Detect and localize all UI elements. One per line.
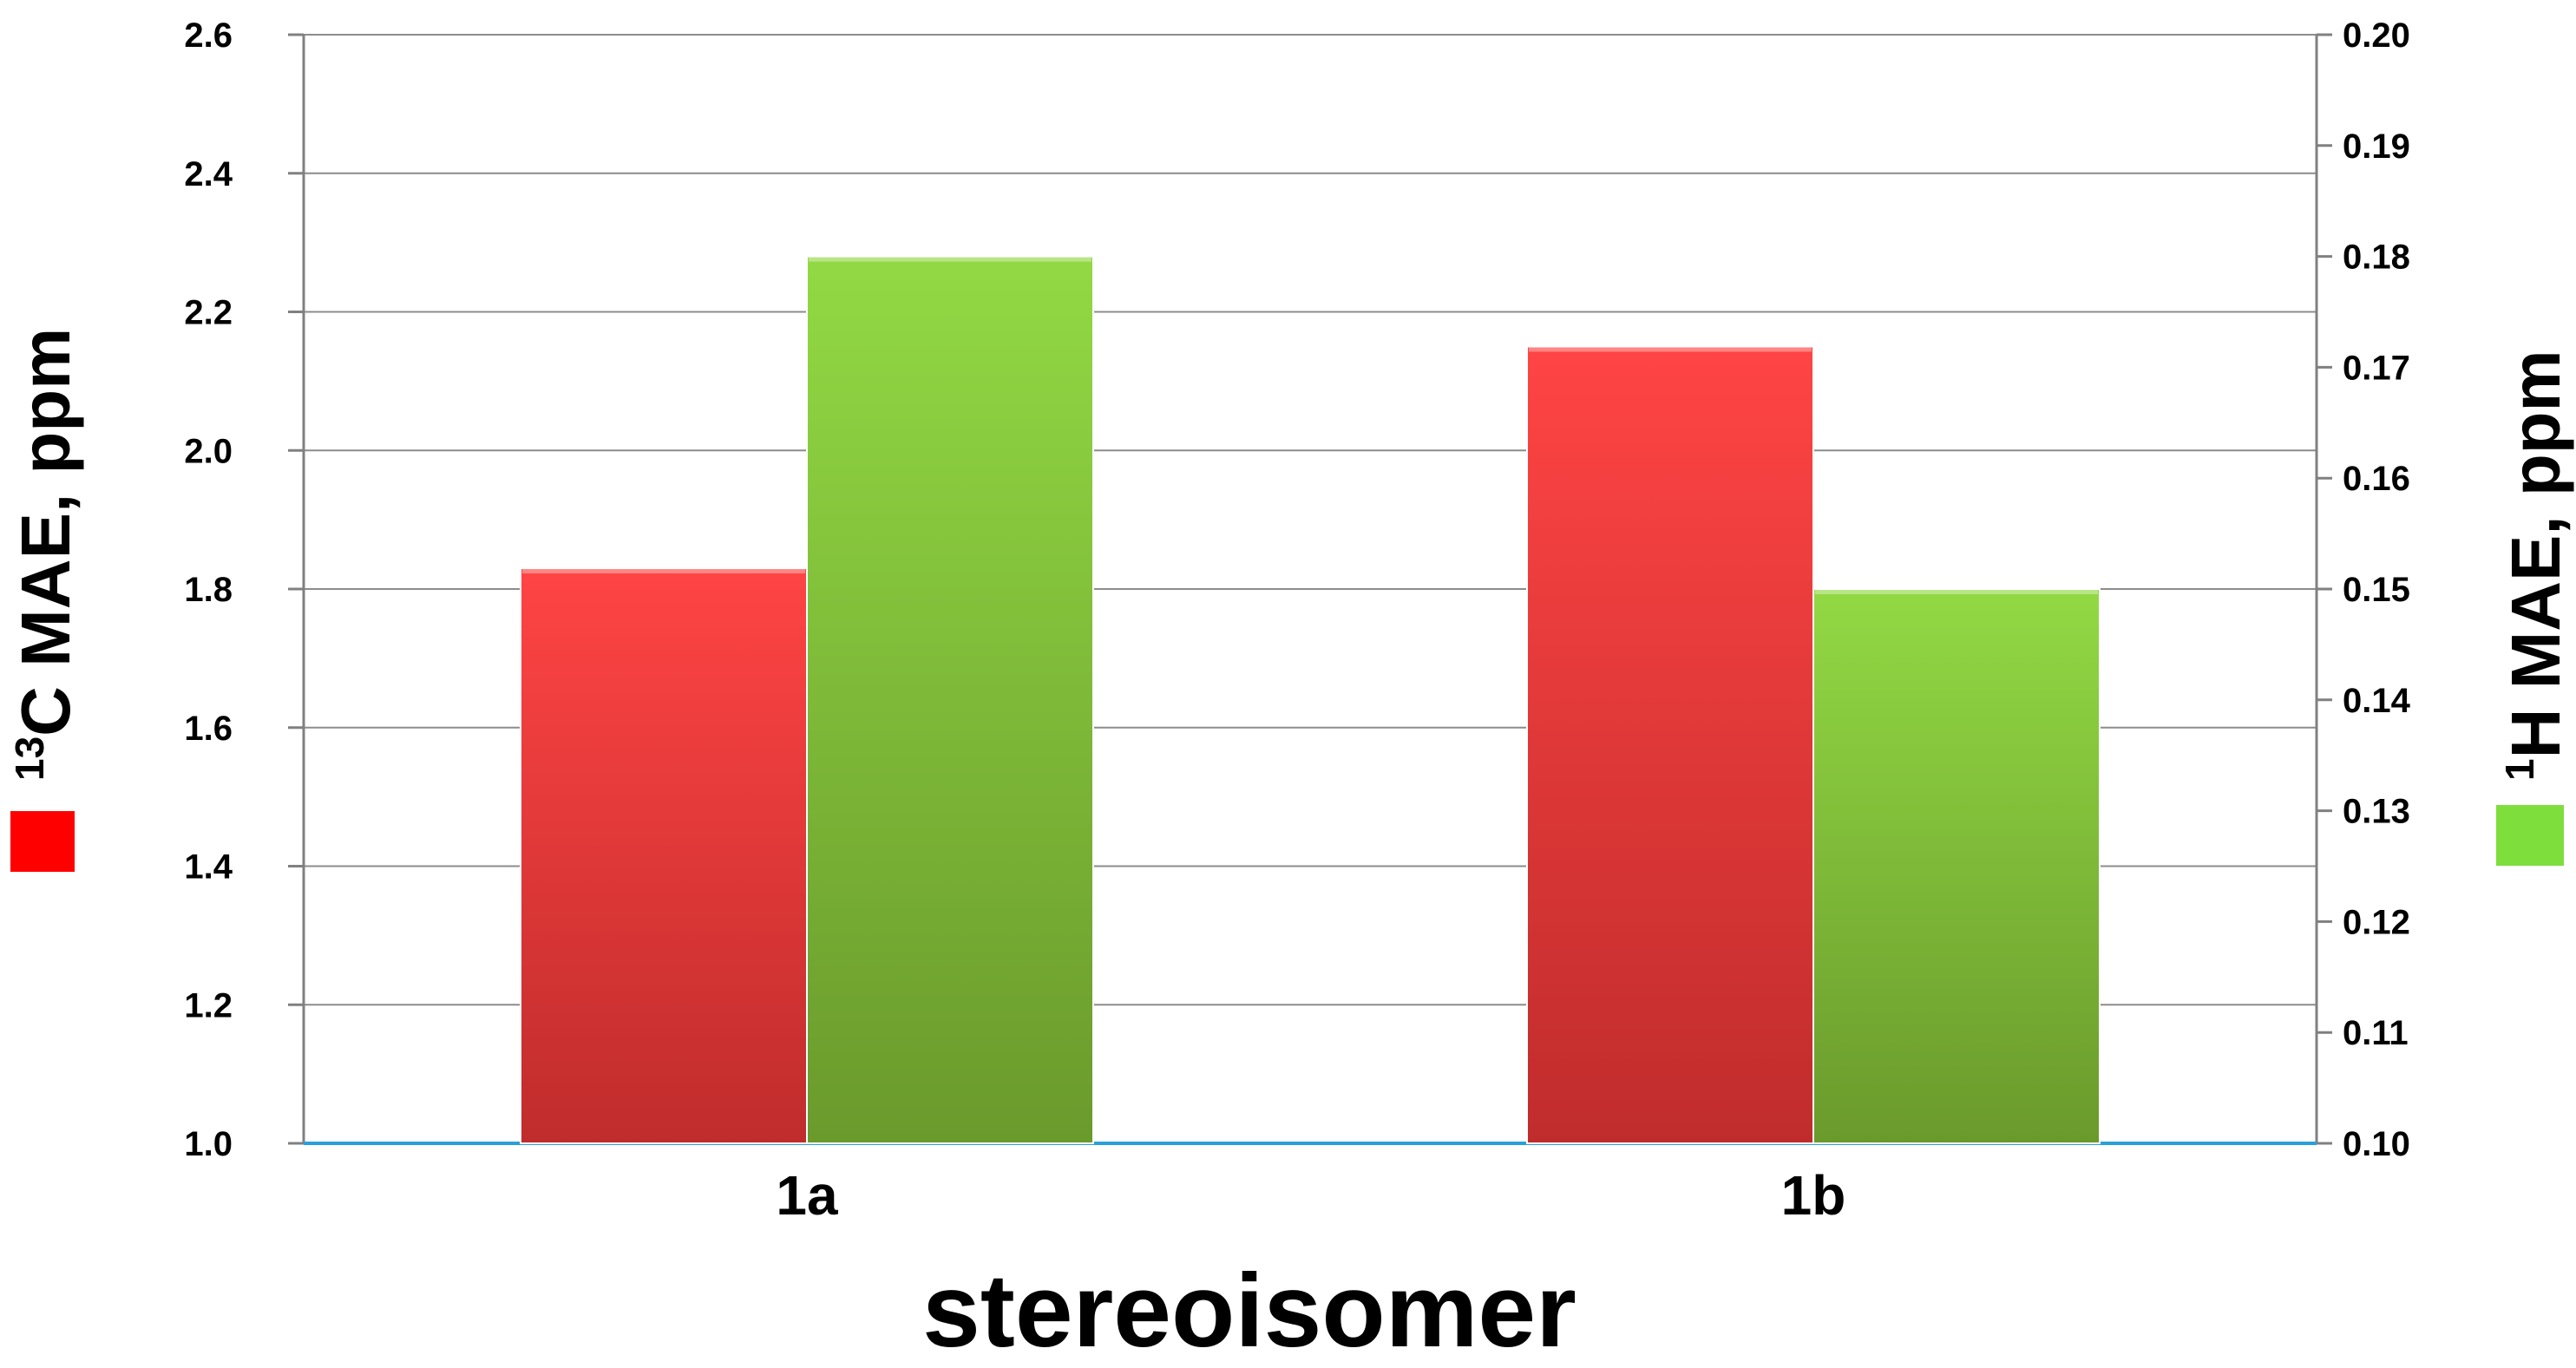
right-tick-label: 0.20 (2343, 16, 2410, 55)
right-legend-swatch (2496, 805, 2564, 866)
left-axis-title-sup: 13 (7, 736, 52, 781)
right-tick-label: 0.17 (2343, 349, 2410, 387)
bar-highlight (522, 568, 805, 574)
left-axis-title: 13C MAE, ppm (7, 328, 84, 781)
bar-1b-left (1526, 345, 1814, 1144)
right-tick-label: 0.13 (2343, 793, 2410, 831)
right-axis-title-sup: 1 (2497, 758, 2542, 781)
bars (520, 255, 2101, 1145)
category-labels: 1a 1b (776, 1164, 1845, 1227)
left-tick-label: 1.6 (184, 710, 233, 748)
left-tick-label: 1.4 (184, 848, 233, 887)
category-label: 1a (776, 1164, 838, 1227)
bar-highlight (809, 256, 1091, 262)
right-tick-label: 0.15 (2343, 571, 2410, 609)
left-axis-title-text: C MAE, ppm (7, 328, 84, 736)
left-legend-swatch (10, 811, 75, 872)
left-tick-label: 2.6 (184, 16, 233, 55)
bar-1b-right (1812, 588, 2101, 1144)
right-tick-label: 0.11 (2343, 1014, 2409, 1052)
right-tick-label: 0.12 (2343, 903, 2410, 941)
bar-1a-right (806, 255, 1094, 1145)
right-axis-title: 1H MAE, ppm (2497, 350, 2574, 781)
bar-highlight (1815, 589, 2098, 594)
left-tick-label: 2.0 (184, 432, 233, 470)
left-tick-label: 1.0 (184, 1125, 233, 1163)
right-tick-label: 0.10 (2343, 1125, 2410, 1163)
x-axis-title: stereoisomer (922, 1253, 1576, 1368)
right-tick-label: 0.16 (2343, 460, 2410, 498)
left-tick-label: 1.2 (184, 986, 233, 1024)
left-tick-label: 2.2 (184, 294, 233, 332)
right-axis-title-text: H MAE, ppm (2497, 350, 2574, 758)
left-tick-label: 2.4 (184, 155, 233, 193)
left-tick-labels: 1.0 1.2 1.4 1.6 1.8 2.0 2.2 2.4 2.6 (184, 16, 304, 1163)
right-tick-label: 0.14 (2343, 682, 2411, 720)
right-tick-label: 0.18 (2343, 239, 2410, 277)
left-tick-label: 1.8 (184, 571, 233, 609)
right-tick-labels: 0.10 0.11 0.12 0.13 0.14 0.15 0.16 0.17 0.18 0.19… (2317, 16, 2411, 1163)
category-label: 1b (1781, 1164, 1846, 1227)
right-tick-label: 0.19 (2343, 128, 2410, 166)
bar-highlight (1529, 346, 1812, 352)
bar-1a-left (520, 567, 808, 1144)
